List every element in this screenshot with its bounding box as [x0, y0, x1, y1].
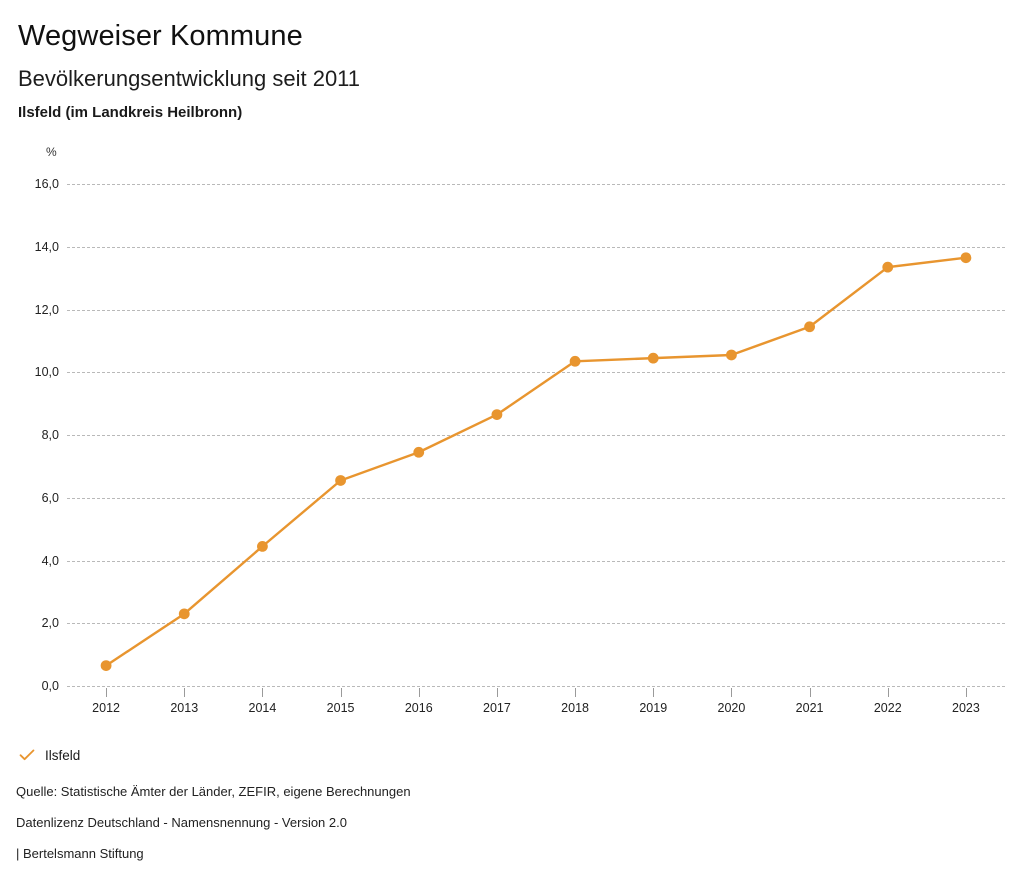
data-point[interactable] — [100, 660, 112, 672]
y-axis-tick-label: 0,0 — [41, 679, 59, 693]
x-axis-tick-label: 2017 — [483, 701, 511, 715]
x-axis: 2012 2013 2014 2015 2016 2017 2018 2019 2020 2021… — [67, 688, 1005, 718]
gridline — [67, 686, 1005, 687]
page-subtitle: Bevölkerungsentwicklung seit 2011 — [18, 66, 361, 91]
series-ilsfeld — [100, 252, 972, 672]
data-point[interactable] — [335, 475, 346, 486]
data-point[interactable] — [960, 252, 972, 264]
gridline — [67, 246, 1005, 248]
x-axis-tick-label: 2015 — [326, 701, 355, 715]
y-axis-tick-label: 6,0 — [41, 490, 59, 505]
data-point[interactable] — [569, 355, 581, 367]
legend: Ilsfeld — [18, 744, 80, 766]
series-line — [104, 256, 968, 667]
gridline — [67, 372, 1005, 374]
y-axis-tick-label: 8,0 — [41, 428, 59, 442]
x-axis-tick-mark — [262, 688, 264, 697]
x-axis-tick-label: 2012 — [92, 701, 120, 715]
y-axis-tick-labels: 0,0 2,0 4,0 6,0 8,0 10,0 12,0 14,0 16,0 — [0, 177, 59, 693]
x-axis-tick-mark — [965, 688, 967, 697]
x-axis-tick-mark — [340, 688, 342, 697]
y-axis-tick-label: 14,0 — [34, 239, 59, 254]
data-point[interactable] — [257, 540, 268, 552]
data-point[interactable] — [413, 446, 425, 458]
x-axis-tick-label: 2018 — [561, 701, 589, 715]
legend-item-ilsfeld[interactable]: Ilsfeld — [18, 746, 80, 764]
x-axis-tick-mark — [575, 688, 577, 697]
y-axis-tick-label: 10,0 — [34, 365, 59, 380]
gridline — [67, 435, 1005, 436]
x-axis-tick-label: 2019 — [639, 701, 668, 715]
footer-source: Quelle: Statistische Ämter der Länder, Z… — [16, 784, 411, 799]
data-point[interactable] — [491, 409, 503, 421]
x-axis-tick-label: 2022 — [873, 701, 902, 715]
x-axis-tick-label: 2021 — [795, 701, 824, 715]
data-point[interactable] — [178, 608, 190, 620]
x-axis-tick-mark — [809, 688, 811, 697]
x-axis-tick-mark — [106, 688, 108, 697]
page-title: Wegweiser Kommune — [18, 20, 303, 52]
x-axis-tick-mark — [731, 688, 733, 697]
data-point[interactable] — [804, 321, 815, 333]
x-axis-tick-label: 2014 — [248, 701, 277, 715]
footer-publisher: | Bertelsmann Stiftung — [16, 846, 144, 861]
x-axis-tick-mark — [184, 688, 186, 697]
gridline — [67, 497, 1005, 499]
plot-area — [67, 184, 1005, 687]
footer: Quelle: Statistische Ämter der Länder, Z… — [16, 784, 716, 861]
y-axis-tick-label: 16,0 — [34, 177, 59, 191]
legend-item-label: Ilsfeld — [45, 747, 81, 763]
gridline — [67, 184, 1005, 185]
gridline — [67, 309, 1005, 311]
y-axis-tick-label: 12,0 — [34, 302, 59, 317]
x-axis-tick-mark — [887, 688, 889, 697]
x-axis-tick-label: 2023 — [952, 701, 980, 715]
x-axis-tick-label: 2013 — [170, 701, 199, 715]
check-icon — [18, 746, 36, 764]
y-axis-tick-label: 2,0 — [41, 616, 59, 631]
x-axis-tick-mark — [653, 688, 655, 697]
data-point[interactable] — [882, 261, 894, 273]
x-axis-tick-label: 2016 — [404, 701, 433, 715]
page-region-label: Ilsfeld (im Landkreis Heilbronn) — [18, 104, 243, 121]
data-point[interactable] — [726, 349, 737, 361]
x-axis-tick-label: 2020 — [717, 701, 746, 715]
footer-license: Datenlizenz Deutschland - Namensnennung … — [16, 815, 347, 830]
data-point[interactable] — [647, 352, 659, 364]
x-axis-tick-mark — [496, 688, 498, 697]
x-axis-tick-mark — [418, 688, 420, 697]
y-axis-tick-label: 4,0 — [41, 553, 59, 568]
gridline — [67, 623, 1005, 625]
gridline — [67, 560, 1005, 562]
y-axis-unit-label: % — [46, 145, 57, 159]
